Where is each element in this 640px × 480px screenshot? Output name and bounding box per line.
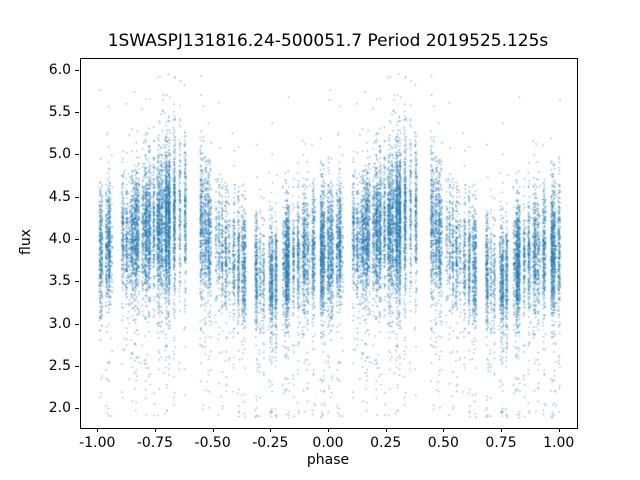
y-tick-mark — [75, 366, 79, 368]
y-tick-label: 2.5 — [48, 358, 71, 375]
y-tick-label: 3.5 — [48, 273, 71, 290]
scatter-canvas — [81, 59, 577, 428]
x-tick-mark — [558, 428, 560, 432]
x-tick-mark — [270, 428, 272, 432]
x-tick-mark — [385, 428, 387, 432]
y-tick-label: 5.0 — [48, 146, 71, 163]
x-tick-label: -1.00 — [79, 435, 116, 451]
axes-box — [80, 58, 578, 429]
y-tick-mark — [75, 196, 79, 198]
x-tick-mark — [212, 428, 214, 432]
y-tick-label: 6.0 — [48, 61, 71, 78]
x-tick-label: -0.25 — [252, 435, 289, 451]
y-tick-label: 3.0 — [48, 315, 71, 332]
y-tick-mark — [75, 281, 79, 283]
y-tick-label: 4.0 — [48, 231, 71, 248]
x-tick-label: 0.00 — [312, 435, 344, 451]
y-tick-mark — [75, 323, 79, 325]
x-tick-label: 1.00 — [543, 435, 575, 451]
x-tick-mark — [154, 428, 156, 432]
y-tick-mark — [75, 154, 79, 156]
x-tick-label: -0.50 — [194, 435, 231, 451]
x-tick-label: 0.50 — [427, 435, 459, 451]
x-tick-label: -0.75 — [136, 435, 174, 451]
y-tick-label: 5.5 — [48, 104, 71, 121]
y-tick-mark — [75, 69, 79, 71]
y-tick-mark — [75, 408, 79, 410]
x-axis-label: phase — [306, 452, 350, 468]
y-tick-label: 2.0 — [48, 400, 71, 417]
x-tick-mark — [97, 428, 99, 432]
y-tick-label: 4.5 — [48, 188, 71, 205]
x-tick-label: 0.25 — [370, 435, 402, 451]
x-tick-mark — [443, 428, 445, 432]
chart-title: 1SWASPJ131816.24-500051.7 Period 2019525… — [107, 31, 549, 51]
y-tick-mark — [75, 239, 79, 241]
x-tick-mark — [501, 428, 503, 432]
x-tick-mark — [328, 428, 329, 432]
x-tick-label: 0.75 — [485, 435, 517, 451]
y-tick-mark — [75, 112, 79, 114]
